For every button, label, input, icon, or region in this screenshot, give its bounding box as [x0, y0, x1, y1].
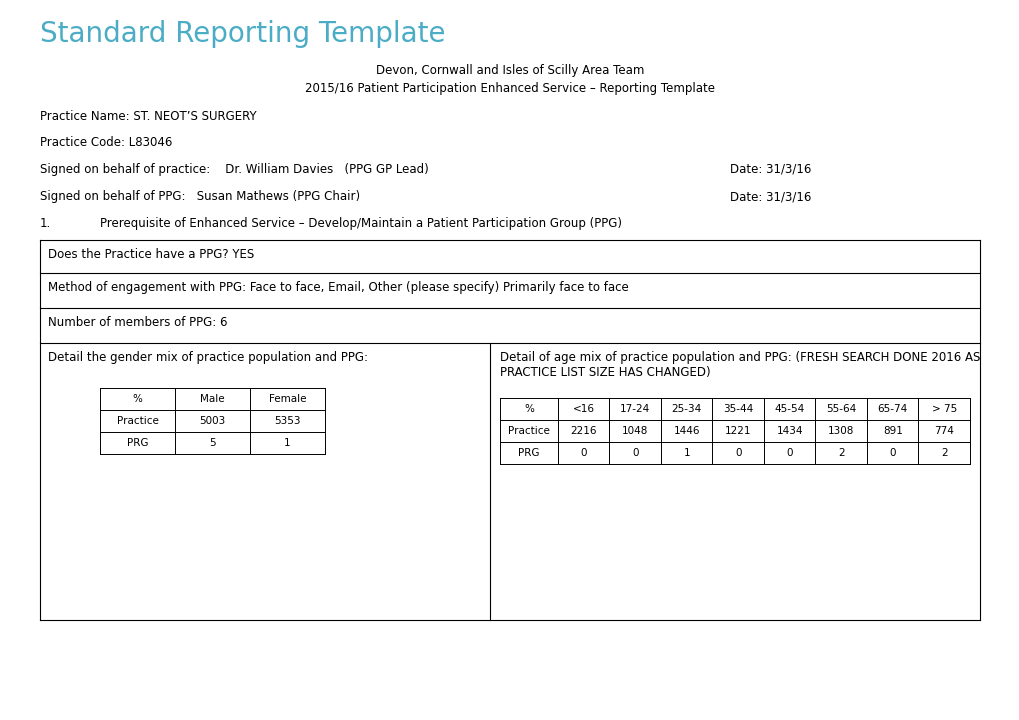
Text: 0: 0: [735, 448, 741, 458]
Text: 0: 0: [580, 448, 586, 458]
Text: 25-34: 25-34: [671, 404, 701, 414]
Text: <16: <16: [573, 404, 594, 414]
Text: %: %: [524, 404, 533, 414]
Text: Standard Reporting Template: Standard Reporting Template: [40, 20, 445, 48]
Text: PRG: PRG: [126, 438, 148, 448]
Text: 2216: 2216: [570, 426, 596, 436]
Text: Detail the gender mix of practice population and PPG:: Detail the gender mix of practice popula…: [48, 351, 368, 364]
Text: 2: 2: [940, 448, 947, 458]
Text: 0: 0: [786, 448, 792, 458]
Text: Male: Male: [200, 394, 224, 404]
Text: Female: Female: [268, 394, 306, 404]
Text: 45-54: 45-54: [773, 404, 804, 414]
Text: 0: 0: [632, 448, 638, 458]
Text: 891: 891: [882, 426, 902, 436]
Text: Devon, Cornwall and Isles of Scilly Area Team: Devon, Cornwall and Isles of Scilly Area…: [375, 64, 644, 77]
Text: Does the Practice have a PPG? YES: Does the Practice have a PPG? YES: [48, 248, 254, 261]
Text: 65-74: 65-74: [876, 404, 907, 414]
Text: 1308: 1308: [827, 426, 854, 436]
Text: Signed on behalf of practice:    Dr. William Davies   (PPG GP Lead): Signed on behalf of practice: Dr. Willia…: [40, 163, 428, 176]
Text: PRG: PRG: [518, 448, 539, 458]
Text: 55-64: 55-64: [825, 404, 856, 414]
Text: Practice: Practice: [507, 426, 549, 436]
Text: Detail of age mix of practice population and PPG: (FRESH SEARCH DONE 2016 AS: Detail of age mix of practice population…: [499, 351, 979, 364]
Text: 1.: 1.: [40, 217, 51, 230]
Text: > 75: > 75: [930, 404, 956, 414]
Text: Date: 31/3/16: Date: 31/3/16: [730, 163, 810, 176]
Text: Prerequisite of Enhanced Service – Develop/Maintain a Patient Participation Grou: Prerequisite of Enhanced Service – Devel…: [100, 217, 622, 230]
Text: 17-24: 17-24: [620, 404, 650, 414]
Text: 2: 2: [838, 448, 844, 458]
Text: 1: 1: [683, 448, 690, 458]
Text: 1434: 1434: [775, 426, 802, 436]
Text: 1048: 1048: [622, 426, 648, 436]
Text: PRACTICE LIST SIZE HAS CHANGED): PRACTICE LIST SIZE HAS CHANGED): [499, 366, 710, 379]
Text: Method of engagement with PPG: Face to face, Email, Other (please specify) Prima: Method of engagement with PPG: Face to f…: [48, 281, 628, 294]
Text: 5: 5: [209, 438, 216, 448]
Text: Date: 31/3/16: Date: 31/3/16: [730, 190, 810, 203]
Text: 1446: 1446: [673, 426, 699, 436]
Text: 2015/16 Patient Participation Enhanced Service – Reporting Template: 2015/16 Patient Participation Enhanced S…: [305, 82, 714, 95]
Text: %: %: [132, 394, 143, 404]
Text: 5003: 5003: [199, 416, 225, 426]
Text: Practice Name: ST. NEOT’S SURGERY: Practice Name: ST. NEOT’S SURGERY: [40, 110, 257, 123]
Text: 5353: 5353: [274, 416, 301, 426]
Text: 774: 774: [933, 426, 953, 436]
Text: Signed on behalf of PPG:   Susan Mathews (PPG Chair): Signed on behalf of PPG: Susan Mathews (…: [40, 190, 360, 203]
Text: Practice Code: L83046: Practice Code: L83046: [40, 136, 172, 149]
Text: 0: 0: [889, 448, 895, 458]
Text: Practice: Practice: [116, 416, 158, 426]
Text: Number of members of PPG: 6: Number of members of PPG: 6: [48, 316, 227, 329]
Text: 1: 1: [284, 438, 290, 448]
Text: 1221: 1221: [725, 426, 751, 436]
Text: 35-44: 35-44: [722, 404, 753, 414]
